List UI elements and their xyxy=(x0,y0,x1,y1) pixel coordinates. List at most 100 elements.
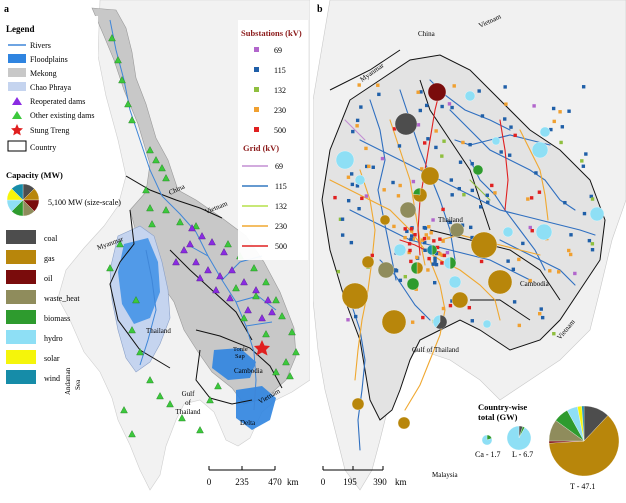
substation-marker xyxy=(420,167,424,171)
substation-marker xyxy=(411,179,416,184)
substation-marker xyxy=(470,235,474,240)
legend-mekong: Mekong xyxy=(30,69,57,78)
substation-marker xyxy=(426,268,430,272)
scale-a-470: 470 xyxy=(268,477,282,487)
substation-marker xyxy=(433,256,437,261)
substation-swatch-115 xyxy=(254,67,259,72)
existing-dam-marker xyxy=(262,278,270,286)
substation-label-132: 132 xyxy=(274,86,286,95)
substation-marker xyxy=(435,245,440,250)
substation-marker xyxy=(407,250,411,255)
substation-marker xyxy=(438,237,442,241)
country-borders-b xyxy=(329,49,561,321)
existing-dam-marker xyxy=(136,348,144,356)
country-total-label: Ca - 1.7 xyxy=(475,450,501,459)
substation-marker xyxy=(351,129,355,134)
substation-marker xyxy=(552,119,556,124)
label-thailand: Thailand xyxy=(146,327,171,335)
fuel-label-gas: gas xyxy=(44,254,55,263)
plant-pie xyxy=(502,226,514,238)
substation-marker xyxy=(376,83,380,87)
plant-pie xyxy=(410,261,424,275)
substation-marker xyxy=(416,90,420,94)
substation-swatch-230 xyxy=(254,107,259,112)
reoperated-dam-marker xyxy=(258,314,266,322)
substation-marker xyxy=(511,267,516,272)
substation-marker xyxy=(427,225,431,229)
substation-marker xyxy=(433,280,437,285)
plant-pie xyxy=(379,214,391,226)
label-gulf: Gulf xyxy=(182,390,196,398)
label-delta: Delta xyxy=(240,419,256,427)
existing-dam-marker xyxy=(146,204,154,212)
grid-label-230: 230 xyxy=(275,222,287,231)
substation-marker xyxy=(479,259,484,264)
substation-marker xyxy=(411,237,416,241)
grid-label-132: 132 xyxy=(275,202,287,211)
substation-marker xyxy=(398,183,402,188)
reoperated-dam-marker xyxy=(186,240,194,248)
substation-marker xyxy=(569,233,573,237)
reoperated-dam-marker xyxy=(228,266,236,274)
legend-title: Legend xyxy=(6,24,35,34)
grid-line xyxy=(499,239,576,286)
country-total-pie xyxy=(506,425,532,451)
substation-swatch-500 xyxy=(254,127,259,132)
label-b-thailand: Thailand xyxy=(438,216,463,224)
substation-marker xyxy=(424,233,428,237)
substation-marker xyxy=(460,223,465,227)
fuel-swatch-hydro xyxy=(6,330,36,344)
substation-marker xyxy=(452,84,456,88)
substation-marker xyxy=(563,200,567,205)
reoperated-dam-marker xyxy=(204,266,212,274)
substation-marker xyxy=(539,307,543,311)
existing-dam-marker xyxy=(128,116,136,124)
legend-reoperated-dams: Reoperated dams xyxy=(30,97,85,106)
reoperated-dam-marker xyxy=(196,274,204,282)
existing-dam-marker xyxy=(196,426,204,434)
existing-dam-marker xyxy=(206,396,214,404)
voltage-legend-background xyxy=(238,20,308,260)
power-plant-pies xyxy=(335,82,605,430)
substation-marker xyxy=(537,311,542,316)
plant-pie xyxy=(397,416,411,430)
legend-rivers: Rivers xyxy=(30,41,51,50)
substation-marker xyxy=(364,194,369,198)
grid-line xyxy=(449,109,576,211)
substation-marker xyxy=(441,239,445,243)
substation-marker xyxy=(573,271,577,276)
reoperated-dam-marker xyxy=(198,232,206,240)
existing-dam-marker xyxy=(114,56,122,64)
substation-marker xyxy=(462,193,466,197)
substation-marker xyxy=(403,274,407,279)
substation-marker xyxy=(582,211,587,216)
substation-marker xyxy=(346,198,351,203)
substation-marker xyxy=(398,278,403,283)
existing-dam-marker xyxy=(278,312,286,320)
scale-b-195: 195 xyxy=(343,477,357,487)
substation-swatch-132 xyxy=(254,87,259,92)
legend-floodplains-swatch xyxy=(8,54,26,63)
capacity-scale-label: 5,100 MW (size-scale) xyxy=(48,198,121,207)
substation-marker xyxy=(470,319,475,323)
existing-dam-marker xyxy=(240,314,248,322)
substation-marker xyxy=(513,133,517,138)
substation-marker xyxy=(393,268,398,272)
substation-marker xyxy=(434,145,438,150)
label-andaman: Andaman xyxy=(64,367,72,395)
substation-marker xyxy=(528,225,532,230)
existing-dam-marker xyxy=(118,76,126,84)
capacity-scale-pie xyxy=(6,183,40,217)
existing-dam-marker xyxy=(262,330,270,338)
fuel-label-wind: wind xyxy=(44,374,60,383)
substation-marker xyxy=(504,102,508,106)
substation-marker xyxy=(440,261,444,265)
plant-pie xyxy=(589,206,605,222)
substation-marker xyxy=(486,200,490,204)
plant-pie xyxy=(449,222,465,238)
substation-swatch-69 xyxy=(254,47,259,52)
reoperated-dam-marker xyxy=(264,296,272,304)
plant-pie xyxy=(420,166,440,186)
substation-marker xyxy=(587,238,592,243)
